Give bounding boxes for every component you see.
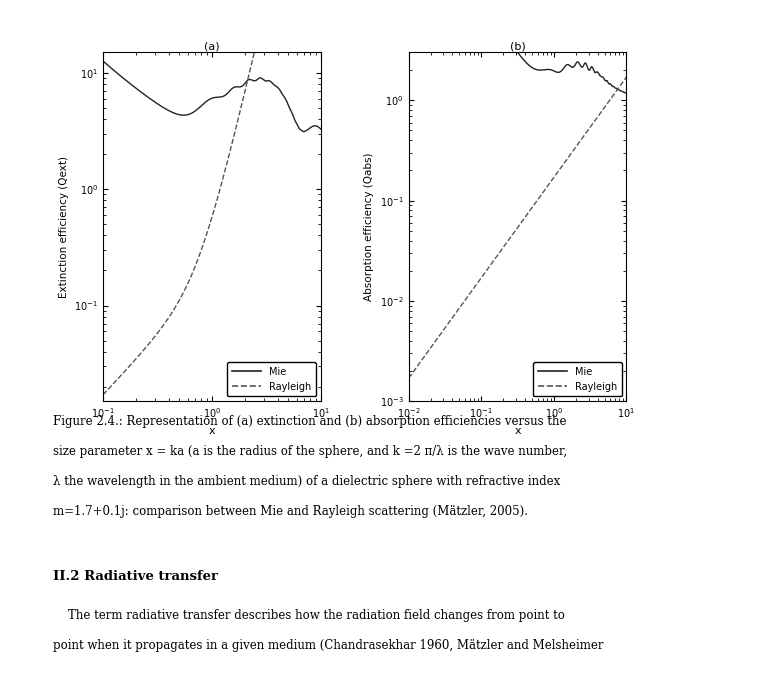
Legend: Mie, Rayleigh: Mie, Rayleigh [533, 362, 622, 396]
Text: point when it propagates in a given medium (Chandrasekhar 1960, Mätzler and Mels: point when it propagates in a given medi… [53, 639, 604, 652]
Text: The term radiative transfer describes how the radiation field changes from point: The term radiative transfer describes ho… [53, 609, 565, 622]
Text: λ the wavelength in the ambient medium) of a dielectric sphere with refractive i: λ the wavelength in the ambient medium) … [53, 475, 561, 489]
Text: m=1.7+0.1j: comparison between Mie and Rayleigh scattering (Mätzler, 2005).: m=1.7+0.1j: comparison between Mie and R… [53, 505, 529, 519]
Text: size parameter x = ka (a is the radius of the sphere, and k =2 π/λ is the wave n: size parameter x = ka (a is the radius o… [53, 445, 568, 459]
Text: II.2 Radiative transfer: II.2 Radiative transfer [53, 570, 219, 584]
Y-axis label: Extinction efficiency (Qext): Extinction efficiency (Qext) [59, 156, 69, 298]
Legend: Mie, Rayleigh: Mie, Rayleigh [227, 362, 316, 396]
X-axis label: x: x [514, 426, 521, 436]
Y-axis label: Absorption efficiency (Qabs): Absorption efficiency (Qabs) [364, 153, 374, 301]
Title: (b): (b) [510, 42, 526, 52]
Title: (a): (a) [204, 42, 220, 52]
Text: Figure 2.4.: Representation of (a) extinction and (b) absorption efficiencies ve: Figure 2.4.: Representation of (a) extin… [53, 415, 567, 429]
X-axis label: x: x [209, 426, 215, 436]
